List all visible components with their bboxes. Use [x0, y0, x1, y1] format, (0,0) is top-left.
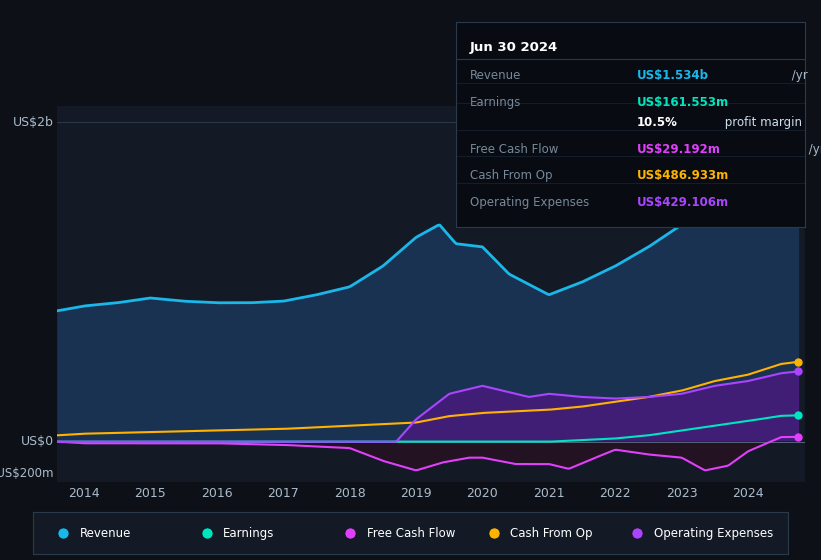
- Text: Operating Expenses: Operating Expenses: [470, 196, 589, 209]
- Text: US$0: US$0: [21, 435, 53, 448]
- Text: Revenue: Revenue: [80, 527, 131, 540]
- Text: Free Cash Flow: Free Cash Flow: [470, 143, 558, 156]
- Text: US$161.553m: US$161.553m: [637, 96, 729, 109]
- Text: Operating Expenses: Operating Expenses: [654, 527, 773, 540]
- Text: Cash From Op: Cash From Op: [470, 169, 552, 182]
- Text: profit margin: profit margin: [721, 116, 802, 129]
- Text: Jun 30 2024: Jun 30 2024: [470, 41, 557, 54]
- Text: US$29.192m: US$29.192m: [637, 143, 721, 156]
- Text: Free Cash Flow: Free Cash Flow: [367, 527, 455, 540]
- Text: US$1.534b: US$1.534b: [637, 69, 709, 82]
- Text: Revenue: Revenue: [470, 69, 521, 82]
- Text: Earnings: Earnings: [470, 96, 521, 109]
- Text: Earnings: Earnings: [223, 527, 274, 540]
- Text: US$429.106m: US$429.106m: [637, 196, 729, 209]
- Text: 10.5%: 10.5%: [637, 116, 678, 129]
- Text: /yr: /yr: [805, 143, 821, 156]
- Text: US$486.933m: US$486.933m: [637, 169, 729, 182]
- Text: Cash From Op: Cash From Op: [510, 527, 593, 540]
- Text: US$2b: US$2b: [13, 116, 53, 129]
- Text: -US$200m: -US$200m: [0, 467, 53, 480]
- Text: /yr: /yr: [788, 69, 808, 82]
